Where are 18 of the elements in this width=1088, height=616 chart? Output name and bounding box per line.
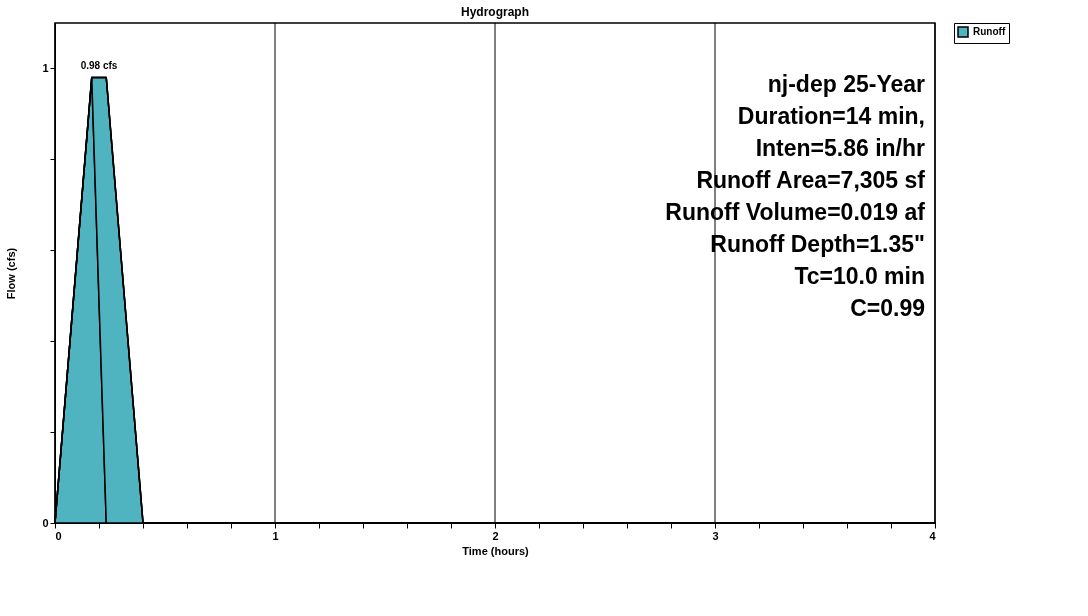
legend-label: Runoff (973, 26, 1006, 37)
x-tick-label: 1 (272, 529, 279, 542)
x-tick-label: 4 (929, 529, 937, 542)
annotation: C=0.99 (850, 295, 925, 321)
annotation: Runoff Area=7,305 sf (696, 167, 926, 193)
annotation: Runoff Depth=1.35" (710, 231, 925, 257)
x-tick-label: 0 (55, 529, 62, 542)
annotation: Runoff Volume=0.019 af (665, 199, 926, 225)
chart-title: Hydrograph (460, 4, 530, 19)
y-axis-title: Flow (cfs) (5, 247, 18, 300)
annotation: 0.98 cfs (80, 59, 118, 71)
annotation: Duration=14 min, (737, 103, 925, 129)
annotation: nj-dep 25-Year (767, 71, 926, 97)
annotation: Inten=5.86 in/hr (755, 135, 926, 161)
annotation: Tc=10.0 min (794, 263, 925, 289)
x-tick-label: 3 (712, 529, 719, 542)
x-tick-label: 2 (492, 529, 499, 542)
x-axis-title: Time (hours) (462, 544, 530, 557)
